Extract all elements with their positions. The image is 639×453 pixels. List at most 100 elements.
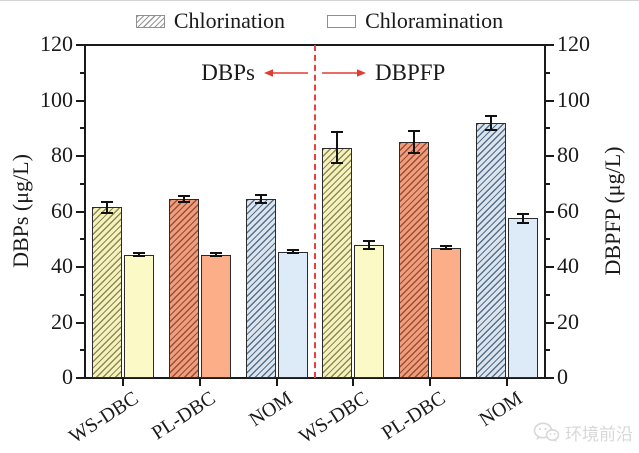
error-bar-cap bbox=[516, 221, 529, 224]
error-bar-line bbox=[215, 253, 217, 256]
y-tick-label-left: 120 bbox=[40, 31, 73, 56]
bar-chlorination-ws-dbc bbox=[322, 147, 353, 378]
left-axis-title: DBPs (μg/L) bbox=[8, 154, 33, 268]
error-bar-cap bbox=[133, 252, 146, 255]
y-tick-label-left: 0 bbox=[62, 364, 73, 389]
y-tick-right bbox=[545, 349, 550, 352]
error-bar-cap bbox=[286, 252, 299, 255]
error-bar-cap bbox=[440, 247, 452, 250]
x-category-label: WS-DBC bbox=[65, 387, 143, 448]
x-tick bbox=[352, 378, 355, 386]
x-category-label: PL-DBC bbox=[147, 387, 220, 445]
error-bar-line bbox=[138, 253, 141, 256]
y-tick-label-left: 60 bbox=[51, 197, 73, 223]
bar-chloramination-ws-dbc bbox=[354, 244, 385, 378]
x-category-label: NOM bbox=[474, 387, 527, 432]
error-bar-cap bbox=[101, 200, 114, 203]
y-tick-left bbox=[76, 266, 85, 268]
x-tick bbox=[275, 378, 278, 386]
right-arrow-icon bbox=[322, 69, 366, 77]
y-tick-label-right: 40 bbox=[557, 253, 579, 278]
y-tick-left bbox=[80, 238, 85, 241]
error-bar-cap bbox=[254, 202, 267, 205]
y-tick-left bbox=[80, 293, 85, 296]
y-tick-right bbox=[545, 182, 550, 185]
y-tick-right bbox=[545, 71, 550, 74]
y-tick-label-left: 80 bbox=[51, 142, 73, 167]
y-tick-left bbox=[76, 210, 85, 213]
y-tick-right bbox=[545, 238, 550, 241]
bar-chlorination-nom bbox=[245, 199, 276, 378]
error-bar-cap bbox=[516, 213, 529, 216]
y-tick-left bbox=[76, 321, 85, 324]
annotation-right: DBPFP bbox=[322, 60, 445, 86]
error-bar-cap bbox=[408, 130, 420, 133]
bar-chloramination-pl-dbc bbox=[201, 254, 231, 378]
annotation-left: DBPs bbox=[201, 60, 308, 86]
y-tick-right bbox=[545, 155, 554, 157]
y-tick-label-left: 20 bbox=[51, 308, 73, 334]
wechat-icon bbox=[533, 422, 560, 442]
annotation-dbps-label: DBPs bbox=[201, 60, 255, 85]
watermark-text: 环境前沿 bbox=[565, 425, 633, 445]
error-bar-cap bbox=[210, 254, 222, 257]
bar-chloramination-nom bbox=[507, 218, 538, 378]
annotation-dbpfp-label: DBPFP bbox=[375, 60, 446, 85]
error-bar-line bbox=[445, 246, 447, 249]
error-bar-cap bbox=[484, 114, 497, 117]
y-tick-right bbox=[545, 377, 554, 379]
y-tick-right bbox=[545, 127, 550, 130]
y-tick-label-right: 120 bbox=[557, 31, 590, 56]
y-tick-label-right: 80 bbox=[557, 142, 579, 167]
x-category-label: NOM bbox=[244, 387, 297, 432]
y-tick-left bbox=[76, 155, 85, 157]
error-bar-line bbox=[291, 250, 294, 254]
watermark: 环境前沿 bbox=[533, 420, 633, 445]
y-tick-right bbox=[545, 293, 550, 296]
error-bar-cap bbox=[484, 128, 497, 131]
error-bar-line bbox=[368, 240, 371, 249]
y-tick-label-right: 60 bbox=[557, 197, 579, 223]
y-tick-right bbox=[545, 321, 554, 324]
error-bar-cap bbox=[286, 249, 299, 252]
error-bar-line bbox=[259, 194, 262, 204]
error-bar-line bbox=[106, 201, 109, 213]
error-bar-line bbox=[521, 214, 524, 223]
x-tick bbox=[199, 378, 201, 386]
error-bar-cap bbox=[331, 161, 344, 164]
bar-chlorination-nom bbox=[475, 122, 506, 378]
error-bar-cap bbox=[254, 193, 267, 196]
y-tick-left bbox=[80, 349, 85, 352]
legend-item-chlorination: Chlorination bbox=[135, 10, 285, 32]
error-bar-cap bbox=[363, 239, 376, 242]
error-bar-cap bbox=[178, 200, 190, 203]
legend-label-chloramination: Chloramination bbox=[365, 8, 504, 33]
y-tick-right bbox=[545, 210, 554, 213]
chlorination-swatch-icon bbox=[135, 14, 165, 28]
y-tick-left bbox=[80, 127, 85, 130]
bar-chlorination-ws-dbc bbox=[92, 207, 123, 378]
y-tick-left bbox=[76, 44, 85, 46]
error-bar-line bbox=[413, 131, 415, 154]
legend-item-chloramination: Chloramination bbox=[327, 10, 503, 32]
legend: Chlorination Chloramination bbox=[0, 10, 639, 32]
y-tick-left bbox=[80, 71, 85, 74]
bar-chlorination-pl-dbc bbox=[399, 142, 429, 378]
left-arrow-icon bbox=[264, 69, 308, 77]
y-tick-label-right: 0 bbox=[557, 364, 568, 389]
x-tick bbox=[429, 378, 431, 386]
y-tick-right bbox=[545, 99, 554, 102]
error-bar-line bbox=[336, 132, 339, 163]
bar-chloramination-ws-dbc bbox=[124, 254, 155, 378]
bar-chloramination-pl-dbc bbox=[431, 247, 461, 378]
bar-chlorination-pl-dbc bbox=[169, 199, 199, 378]
error-bar-cap bbox=[363, 247, 376, 250]
y-tick-label-right: 20 bbox=[557, 308, 579, 334]
y-tick-left bbox=[80, 182, 85, 185]
x-tick bbox=[505, 378, 508, 386]
error-bar-cap bbox=[101, 211, 114, 214]
error-bar-line bbox=[183, 196, 185, 202]
y-tick-right bbox=[545, 44, 554, 46]
y-tick-left bbox=[76, 377, 85, 379]
